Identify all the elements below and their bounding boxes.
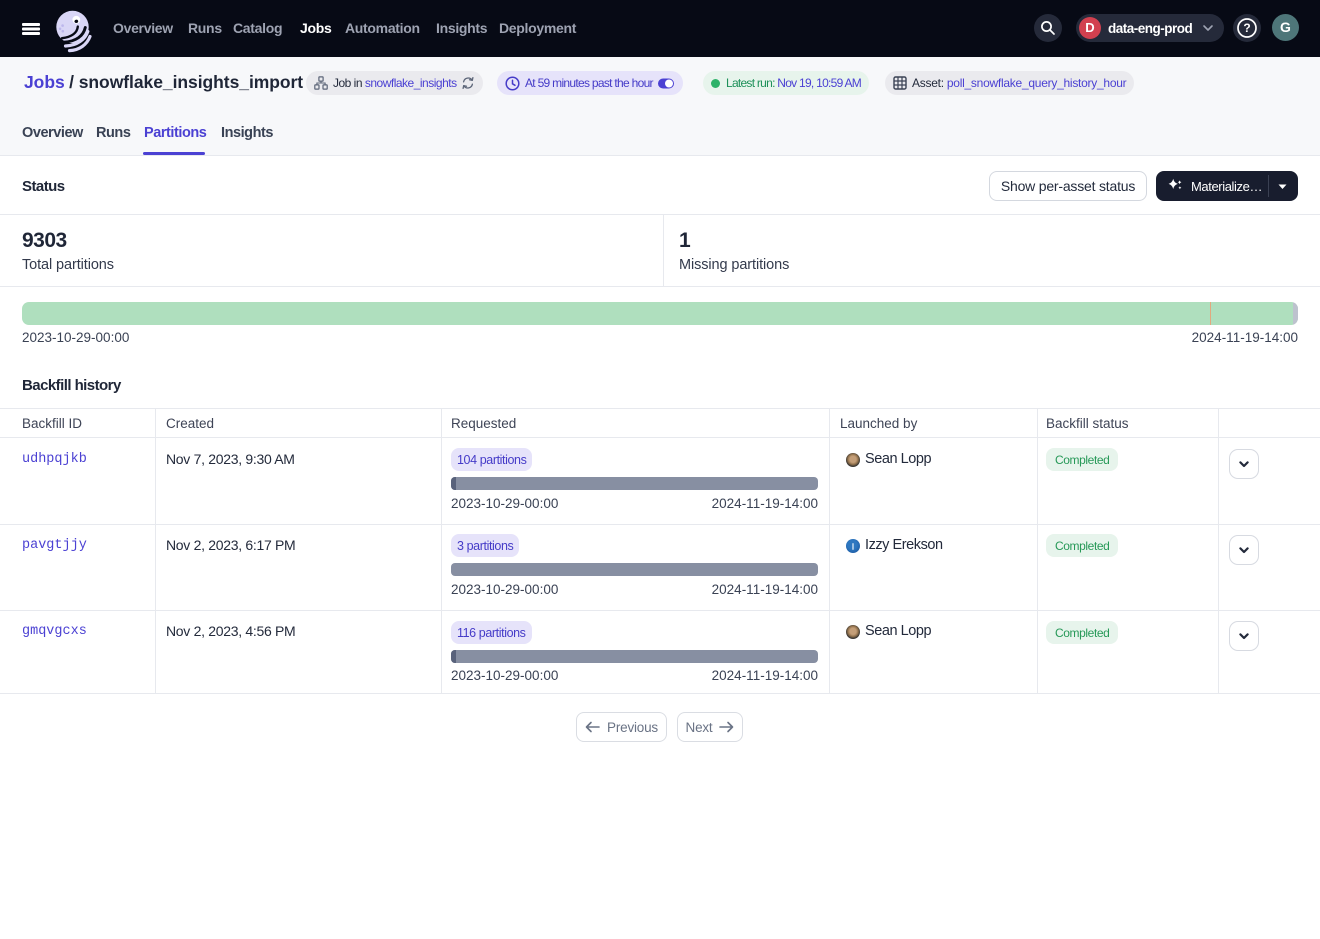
svg-text:?: ? bbox=[1243, 21, 1250, 35]
